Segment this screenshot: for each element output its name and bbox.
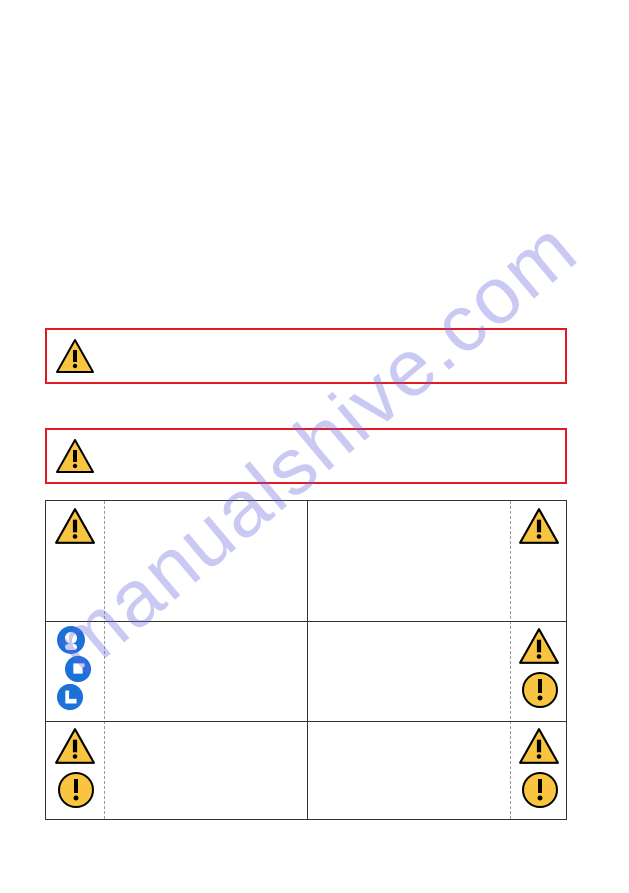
warning-triangle-icon [54,727,96,765]
table-row-divider-1 [46,621,566,622]
attention-circle-icon [521,771,559,809]
warning-triangle-icon [518,507,560,545]
ppe-boots-icon [56,683,84,711]
warning-triangle-icon [518,627,560,665]
table-icon-divider-right [510,501,511,819]
warning-triangle-icon [54,507,96,545]
warning-triangle-icon [55,438,95,474]
attention-circle-icon [57,771,95,809]
warning-triangle-icon [55,338,95,374]
warning-banner-2 [45,428,567,484]
table-row-divider-2 [46,721,566,722]
ppe-gloves-icon [64,655,92,683]
attention-circle-icon [521,671,559,709]
table-icon-divider-left [104,501,105,819]
warning-triangle-icon [518,727,560,765]
table-center-divider [307,501,308,819]
safety-table [45,500,567,820]
warning-banner-1 [45,328,567,384]
ppe-face-icon [56,625,86,655]
